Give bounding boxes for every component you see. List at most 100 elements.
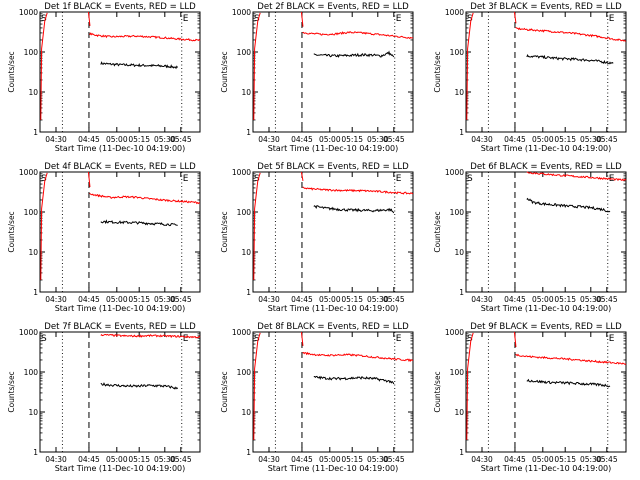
plot-frame — [465, 11, 627, 133]
series-events-line — [526, 378, 611, 388]
series-lld-line — [515, 353, 627, 365]
start-marker-label: S — [41, 334, 47, 344]
end-marker-label: E — [396, 334, 402, 344]
x-tick-label: 04:45 — [78, 455, 100, 464]
x-tick-label: 05:15 — [341, 135, 363, 144]
x-tick-label: 04:30 — [258, 455, 280, 464]
x-tick-label: 04:45 — [504, 135, 526, 144]
series-lld-drop — [87, 11, 91, 26]
y-axis-label: Counts/sec — [7, 371, 16, 412]
x-tick-label: 05:30 — [367, 295, 389, 304]
chart-title: Det 6f BLACK = Events, RED = LLD — [470, 162, 622, 172]
x-tick-label: 04:30 — [258, 135, 280, 144]
x-tick-label: 05:00 — [106, 295, 128, 304]
x-tick-label: 04:30 — [45, 295, 67, 304]
x-tick-label: 05:45 — [383, 295, 405, 304]
y-tick-label: 1000 — [445, 168, 464, 177]
y-tick-label: 10 — [28, 248, 38, 257]
start-marker-label: S — [254, 174, 260, 184]
y-axis-label: Counts/sec — [433, 371, 442, 412]
series-lld-early-line — [253, 332, 261, 440]
y-tick-label: 1 — [246, 128, 251, 137]
x-tick-label: 05:30 — [154, 295, 176, 304]
plot-frame — [252, 171, 414, 293]
series-lld-early-line — [253, 12, 261, 120]
chart-panel: Det 7f BLACK = Events, RED = LLD 1 10 100 10… — [7, 322, 201, 473]
series-lld-line — [302, 351, 414, 363]
chart-title: Det 3f BLACK = Events, RED = LLD — [470, 2, 622, 12]
series-lld-drop — [300, 331, 304, 346]
y-tick-label: 1 — [459, 288, 464, 297]
x-tick-label: 05:15 — [554, 295, 576, 304]
series-lld-early-line — [40, 12, 48, 120]
series-lld-line — [526, 171, 627, 182]
x-tick-label: 04:45 — [291, 135, 313, 144]
y-tick-label: 1 — [33, 288, 38, 297]
chart-panel: Det 1f BLACK = Events, RED = LLD 1 10 100 10… — [7, 2, 201, 153]
y-tick-label: 100 — [450, 368, 465, 377]
x-tick-label: 05:30 — [367, 135, 389, 144]
chart-title: Det 5f BLACK = Events, RED = LLD — [257, 162, 409, 172]
start-marker-label: S — [41, 174, 47, 184]
series-events-line — [313, 50, 395, 59]
end-marker-label: E — [183, 174, 189, 184]
y-tick-label: 10 — [28, 408, 38, 417]
y-tick-label: 100 — [24, 48, 39, 57]
series-lld-early-line — [466, 332, 474, 440]
y-axis-label: Counts/sec — [7, 211, 16, 252]
y-tick-label: 1000 — [232, 8, 251, 17]
x-tick-label: 05:15 — [341, 295, 363, 304]
x-tick-label: 05:30 — [367, 455, 389, 464]
y-axis-label: Counts/sec — [7, 51, 16, 92]
x-tick-label: 05:15 — [128, 295, 150, 304]
start-marker-label: S — [467, 334, 473, 344]
y-tick-label: 1000 — [19, 168, 38, 177]
x-tick-label: 05:15 — [128, 135, 150, 144]
series-lld-line — [100, 333, 201, 339]
y-tick-label: 10 — [454, 248, 464, 257]
x-axis-label: Start Time (11-Dec-10 04:19:00) — [481, 144, 612, 153]
x-axis-label: Start Time (11-Dec-10 04:19:00) — [55, 144, 186, 153]
chart-panel: Det 4f BLACK = Events, RED = LLD 1 10 100 10… — [7, 162, 201, 313]
series-events-line — [313, 375, 395, 385]
y-tick-label: 10 — [454, 408, 464, 417]
series-events-line — [313, 204, 395, 214]
series-lld-early-line — [253, 172, 261, 280]
x-tick-label: 04:30 — [471, 295, 493, 304]
chart-title: Det 9f BLACK = Events, RED = LLD — [470, 322, 622, 332]
start-marker-label: S — [467, 14, 473, 24]
x-axis-label: Start Time (11-Dec-10 04:19:00) — [55, 304, 186, 313]
y-axis-label: Counts/sec — [220, 211, 229, 252]
x-tick-label: 05:30 — [154, 135, 176, 144]
x-tick-label: 05:00 — [319, 135, 341, 144]
x-tick-label: 05:15 — [554, 455, 576, 464]
x-tick-label: 04:45 — [504, 455, 526, 464]
x-tick-label: 05:15 — [554, 135, 576, 144]
y-tick-label: 10 — [241, 408, 251, 417]
x-tick-label: 05:45 — [170, 455, 192, 464]
x-axis-label: Start Time (11-Dec-10 04:19:00) — [268, 464, 399, 473]
chart-panel: Det 8f BLACK = Events, RED = LLD 1 10 100 10… — [220, 322, 414, 473]
y-axis-label: Counts/sec — [220, 51, 229, 92]
x-tick-label: 05:45 — [170, 135, 192, 144]
chart-panel: Det 2f BLACK = Events, RED = LLD 1 10 100 10… — [220, 2, 414, 153]
y-tick-label: 100 — [237, 48, 252, 57]
series-lld-line — [89, 32, 201, 42]
y-tick-label: 100 — [24, 368, 39, 377]
series-lld-early-line — [466, 12, 474, 120]
plot-frame — [252, 11, 414, 133]
end-marker-label: E — [396, 174, 402, 184]
x-tick-label: 04:30 — [45, 455, 67, 464]
x-tick-label: 05:45 — [170, 295, 192, 304]
end-marker-label: E — [609, 14, 615, 24]
y-tick-label: 10 — [454, 88, 464, 97]
x-tick-label: 05:45 — [596, 295, 618, 304]
series-lld-drop — [513, 11, 517, 24]
plot-frame — [39, 331, 201, 453]
plot-frame — [465, 331, 627, 453]
x-tick-label: 04:30 — [471, 135, 493, 144]
x-tick-label: 04:30 — [471, 455, 493, 464]
x-tick-label: 05:00 — [319, 295, 341, 304]
x-tick-label: 04:30 — [258, 295, 280, 304]
